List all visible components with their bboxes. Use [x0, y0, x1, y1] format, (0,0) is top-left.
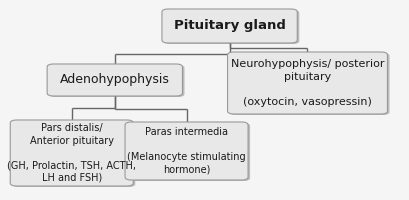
- FancyBboxPatch shape: [47, 64, 182, 96]
- FancyBboxPatch shape: [162, 9, 297, 43]
- FancyBboxPatch shape: [227, 52, 387, 114]
- FancyBboxPatch shape: [125, 122, 247, 180]
- FancyBboxPatch shape: [12, 121, 135, 187]
- Text: Adenohypophysis: Adenohypophysis: [60, 73, 169, 86]
- FancyBboxPatch shape: [49, 65, 184, 97]
- Text: Neurohypophysis/ posterior
pituitary

(oxytocin, vasopressin): Neurohypophysis/ posterior pituitary (ox…: [230, 59, 383, 107]
- Text: Paras intermedia

(Melanocyte stimulating
hormone): Paras intermedia (Melanocyte stimulating…: [127, 127, 245, 175]
- FancyBboxPatch shape: [127, 123, 249, 181]
- Text: Pituitary gland: Pituitary gland: [173, 20, 285, 32]
- Text: Pars distalis/
Anterior pituitary

(GH, Prolactin, TSH, ACTH,
LH and FSH): Pars distalis/ Anterior pituitary (GH, P…: [7, 123, 136, 183]
- FancyBboxPatch shape: [164, 10, 299, 44]
- FancyBboxPatch shape: [229, 53, 389, 115]
- FancyBboxPatch shape: [10, 120, 133, 186]
